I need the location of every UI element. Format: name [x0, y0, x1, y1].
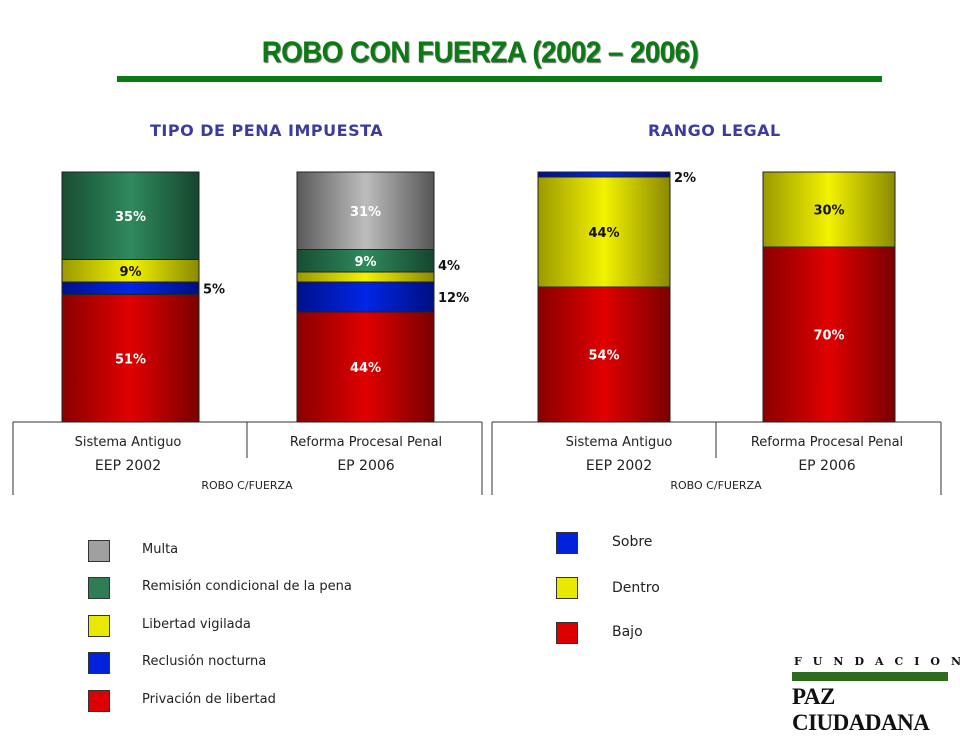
- left-bar-1-remision-condicional-de-la-pena-label: 35%: [115, 210, 146, 225]
- left-bar-1-remision-condicional-de-la-pena: [61, 171, 200, 260]
- page-title: ROBO CON FUERZA (2002 – 2006): [261, 36, 699, 69]
- right-cat-2-line1: Reforma Procesal Penal: [751, 435, 903, 450]
- left-cat-2-line1: Reforma Procesal Penal: [290, 435, 442, 450]
- right-cat-2-line2: EP 2006: [798, 458, 855, 474]
- right-bar-1-dentro-label: 44%: [588, 226, 619, 241]
- charts-canvas: 51% 5% 9% 35% 44% 12% 4% 9% 31% 54% 44% 2% 70% 30% Si…: [12, 171, 942, 495]
- right-chart-title: RANGO LEGAL: [648, 121, 781, 140]
- left-bar-2-reclusion-nocturna-label: 12%: [438, 291, 469, 306]
- left-chart-title: TIPO DE PENA IMPUESTA: [150, 121, 384, 140]
- right-bar-1-sobre-label: 2%: [674, 171, 696, 186]
- left-bar-2-privacion-de-libertad-label: 44%: [350, 361, 381, 376]
- legend-label-dentro: Dentro: [612, 580, 660, 596]
- left-bar-1-reclusion-nocturna: [61, 281, 200, 295]
- right-cat-1-line2: EEP 2002: [586, 458, 652, 474]
- right-axis-caption: ROBO C/FUERZA: [670, 479, 762, 492]
- right-bar-1-bajo-label: 54%: [588, 349, 619, 364]
- right-cat-1-line1: Sistema Antiguo: [566, 435, 673, 450]
- legend-swatch-bajo: [556, 622, 578, 644]
- left-bar-2-multa: [296, 171, 435, 250]
- legend-label-libertad-vigilada: Libertad vigilada: [142, 617, 251, 632]
- legend-label-remision: Remisión condicional de la pena: [142, 579, 352, 594]
- legend-swatch-dentro: [556, 577, 578, 599]
- left-bar-2-reclusion-nocturna: [296, 281, 435, 313]
- left-bar-1-libertad-vigilada-label: 9%: [119, 265, 141, 280]
- legend-swatch-libertad-vigilada: [88, 615, 110, 637]
- right-bar-2-bajo-label: 70%: [813, 329, 844, 344]
- legend-label-sobre: Sobre: [612, 534, 653, 550]
- left-bar-2-multa-label: 31%: [350, 205, 381, 220]
- logo-fundacion-text: FUNDACION: [794, 655, 960, 668]
- left-cat-2-line2: EP 2006: [337, 458, 394, 474]
- right-bar-2-dentro: [762, 171, 896, 248]
- left-bar-2-privacion-de-libertad: [296, 311, 435, 423]
- logo-paz-ciudadana-text: PAZ CIUDADANA: [792, 684, 930, 735]
- legend-swatch-remision: [88, 577, 110, 599]
- legend-label-multa: Multa: [142, 542, 179, 557]
- legend-swatch-privacion: [88, 690, 110, 712]
- left-bar-1-reclusion-nocturna-label: 5%: [203, 282, 225, 297]
- left-axis-caption: ROBO C/FUERZA: [201, 479, 293, 492]
- legend-label-privacion: Privación de libertad: [142, 692, 276, 707]
- logo-bar: [792, 672, 948, 681]
- left-cat-1-line2: EEP 2002: [95, 458, 161, 474]
- legend-label-bajo: Bajo: [612, 624, 643, 640]
- left-bar-2-libertad-vigilada-label: 4%: [438, 259, 460, 274]
- left-bar-2-remision-condicional-de-la-pena-label: 9%: [354, 255, 376, 270]
- right-bar-1-dentro: [537, 176, 671, 288]
- legend-swatch-sobre: [556, 532, 578, 554]
- right-bar-1-sobre: [537, 171, 671, 178]
- title-underline: [117, 76, 882, 82]
- left-bar-2-libertad-vigilada: [296, 271, 435, 283]
- legend-swatch-reclusion: [88, 652, 110, 674]
- legend-swatch-multa: [88, 540, 110, 562]
- right-bar-2-dentro-label: 30%: [813, 204, 844, 219]
- right-bar-1-bajo: [537, 286, 671, 423]
- legend-label-reclusion: Reclusión nocturna: [142, 654, 267, 669]
- left-bar-1-privacion-de-libertad: [61, 294, 200, 423]
- left-bar-1-privacion-de-libertad-label: 51%: [115, 352, 146, 367]
- left-cat-1-line1: Sistema Antiguo: [75, 435, 182, 450]
